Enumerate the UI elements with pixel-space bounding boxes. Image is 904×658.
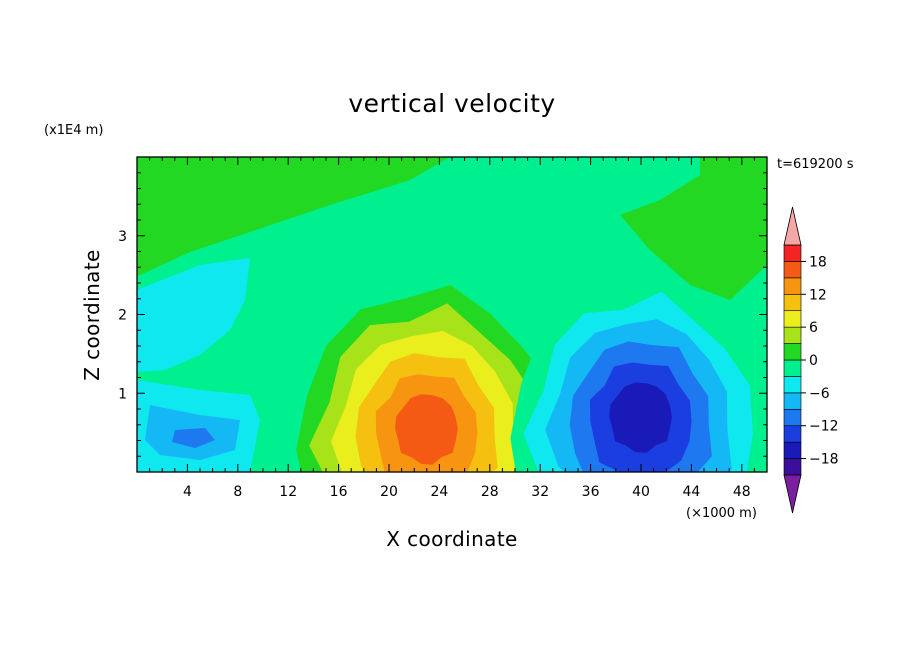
x-tick-label: 24 (430, 484, 448, 500)
x-tick-label: 32 (531, 484, 549, 500)
colorbar-swatch (783, 408, 802, 427)
x-tick-label: 44 (682, 484, 700, 500)
colorbar-tick-label: −6 (809, 386, 830, 402)
colorbar-swatch (783, 261, 802, 279)
x-tick-label: 40 (632, 484, 650, 500)
y-tick-label: 1 (118, 386, 127, 402)
colorbar-swatch (783, 425, 802, 443)
colorbar-swatch (783, 376, 802, 394)
x-tick-label: 20 (380, 484, 398, 500)
colorbar-swatch (783, 458, 802, 476)
colorbar-swatch (783, 441, 802, 459)
colorbar-swatch (783, 244, 802, 262)
y-axis-ticks: 1 2 3 (118, 172, 767, 457)
x-tick-label: 28 (481, 484, 499, 500)
colorbar-top-arrow (783, 206, 802, 246)
colorbar-tick-label: 0 (809, 353, 818, 369)
x-tick-label: 4 (183, 484, 192, 500)
x-tick-label: 48 (733, 484, 751, 500)
colorbar-swatch (783, 310, 802, 328)
left-low-center (172, 428, 215, 448)
colorbar-swatch (783, 392, 802, 410)
x-tick-label: 12 (279, 484, 297, 500)
colorbar-swatch (783, 343, 802, 361)
y-axis-label: Z coordinate (80, 249, 104, 381)
contour-band-1-6 (609, 382, 672, 453)
colorbar-tick-label: 12 (809, 287, 827, 303)
x-tick-label: 16 (330, 484, 348, 500)
colorbar-swatch (783, 293, 802, 312)
contour-band-0-6 (395, 394, 458, 465)
x-scale-note: (×1000 m) (686, 506, 757, 521)
y-tick-label: 3 (118, 229, 127, 245)
time-label: t=619200 s (777, 157, 854, 172)
x-tick-label: 36 (582, 484, 600, 500)
colorbar-tick-label: 6 (809, 320, 818, 336)
upper-right-positive-band (620, 157, 767, 300)
upper-positive-band (137, 157, 450, 275)
colorbar-bottom-arrow (783, 474, 802, 514)
colorbar: 18 12 6 0 −6 −12 −18 (783, 206, 839, 514)
x-tick-label: 8 (233, 484, 242, 500)
colorbar-tick-label: −12 (809, 419, 839, 435)
colorbar-swatch (783, 277, 802, 295)
colorbar-swatch (783, 326, 802, 344)
colorbar-tick-label: 18 (809, 254, 827, 270)
left-negative-band (137, 258, 250, 372)
y-scale-note: (x1E4 m) (44, 123, 103, 138)
x-axis-ticks: 4 8 12 16 20 24 28 32 36 40 44 48 (149, 157, 755, 500)
colorbar-tick-label: −18 (809, 452, 839, 468)
colorbar-swatch (783, 359, 802, 377)
chart-title: vertical velocity (348, 89, 555, 118)
x-axis-label: X coordinate (386, 527, 518, 551)
contour-field (137, 157, 767, 472)
y-tick-label: 2 (118, 308, 127, 324)
